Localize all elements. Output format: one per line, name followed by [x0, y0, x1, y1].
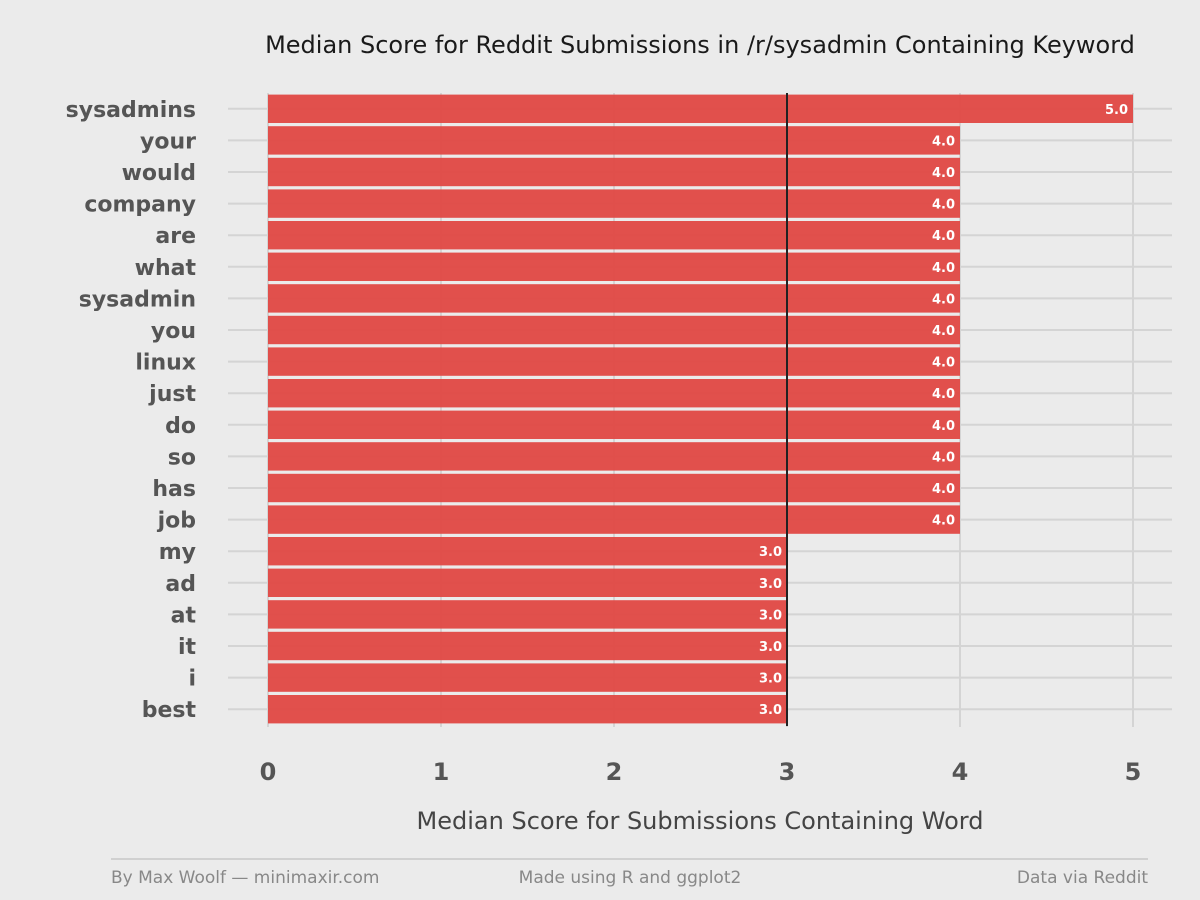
bar: [268, 537, 787, 566]
category-label: it: [178, 635, 197, 660]
value-label: 4.0: [932, 261, 955, 276]
value-label: 3.0: [759, 545, 782, 560]
category-label: you: [151, 319, 196, 344]
bar: [268, 379, 960, 408]
category-label: your: [140, 129, 196, 154]
category-label: at: [171, 603, 197, 628]
value-label: 4.0: [932, 324, 955, 339]
bar: [268, 410, 960, 439]
bar: [268, 315, 960, 345]
bar: [268, 347, 960, 376]
bar: [268, 473, 960, 503]
value-label: 4.0: [932, 134, 955, 149]
value-label: 4.0: [932, 292, 955, 307]
x-tick-label: 5: [1125, 758, 1142, 786]
value-label: 3.0: [759, 577, 782, 592]
bar: [268, 695, 787, 724]
category-label: ad: [165, 572, 196, 597]
value-label: 4.0: [932, 356, 955, 371]
category-label: so: [168, 445, 196, 470]
category-labels: sysadmins your would company are what sysadmin…: [66, 98, 197, 723]
footer-author: By Max Woolf — minimaxir.com: [111, 868, 380, 888]
bar: [268, 505, 960, 534]
bars: [268, 94, 1133, 724]
category-label: would: [122, 161, 196, 186]
category-label: sysadmin: [79, 287, 196, 312]
chart-title: Median Score for Reddit Submissions in /…: [265, 31, 1135, 59]
bar: [268, 126, 960, 155]
footer-tools: Made using R and ggplot2: [519, 868, 742, 888]
value-label: 5.0: [1105, 103, 1128, 118]
x-tick-label: 2: [606, 758, 623, 786]
x-axis-ticks: 0 1 2 3 4 5: [260, 758, 1142, 786]
value-label: 3.0: [759, 640, 782, 655]
value-label: 3.0: [759, 608, 782, 623]
value-label: 3.0: [759, 703, 782, 718]
x-tick-label: 3: [779, 758, 796, 786]
category-label: what: [135, 256, 197, 281]
bar: [268, 252, 960, 281]
value-label: 4.0: [932, 514, 955, 529]
value-label: 4.0: [932, 450, 955, 465]
bar: [268, 600, 787, 629]
value-label: 3.0: [759, 672, 782, 687]
footer-source: Data via Reddit: [1017, 868, 1148, 888]
x-axis-title: Median Score for Submissions Containing …: [417, 807, 984, 835]
bar: [268, 284, 960, 313]
bar: [268, 221, 960, 250]
x-tick-label: 0: [260, 758, 277, 786]
category-label: job: [157, 509, 196, 534]
bar: [268, 663, 787, 692]
category-label: i: [188, 667, 196, 692]
category-label: has: [152, 477, 196, 502]
x-tick-label: 1: [433, 758, 450, 786]
category-label: linux: [135, 351, 196, 376]
bar: [268, 157, 960, 187]
category-label: company: [84, 193, 196, 218]
value-label: 4.0: [932, 198, 955, 213]
category-label: do: [165, 414, 196, 439]
category-label: best: [142, 698, 197, 723]
value-label: 4.0: [932, 419, 955, 434]
category-label: my: [159, 540, 196, 565]
value-label: 4.0: [932, 387, 955, 402]
bar: [268, 189, 960, 218]
bar: [268, 631, 787, 661]
x-tick-label: 4: [952, 758, 969, 786]
value-label: 4.0: [932, 229, 955, 244]
category-label: are: [155, 224, 196, 249]
category-label: sysadmins: [66, 98, 196, 123]
value-label: 4.0: [932, 166, 955, 181]
category-label: just: [148, 382, 196, 407]
bar: [268, 568, 787, 597]
bar: [268, 442, 960, 471]
value-label: 4.0: [932, 482, 955, 497]
value-labels: 5.0 4.0 4.0 4.0 4.0 4.0 4.0 4.0 4.0 4.0 4.0 4.0 4.0 4…: [759, 103, 1128, 718]
bar: [268, 94, 1133, 123]
